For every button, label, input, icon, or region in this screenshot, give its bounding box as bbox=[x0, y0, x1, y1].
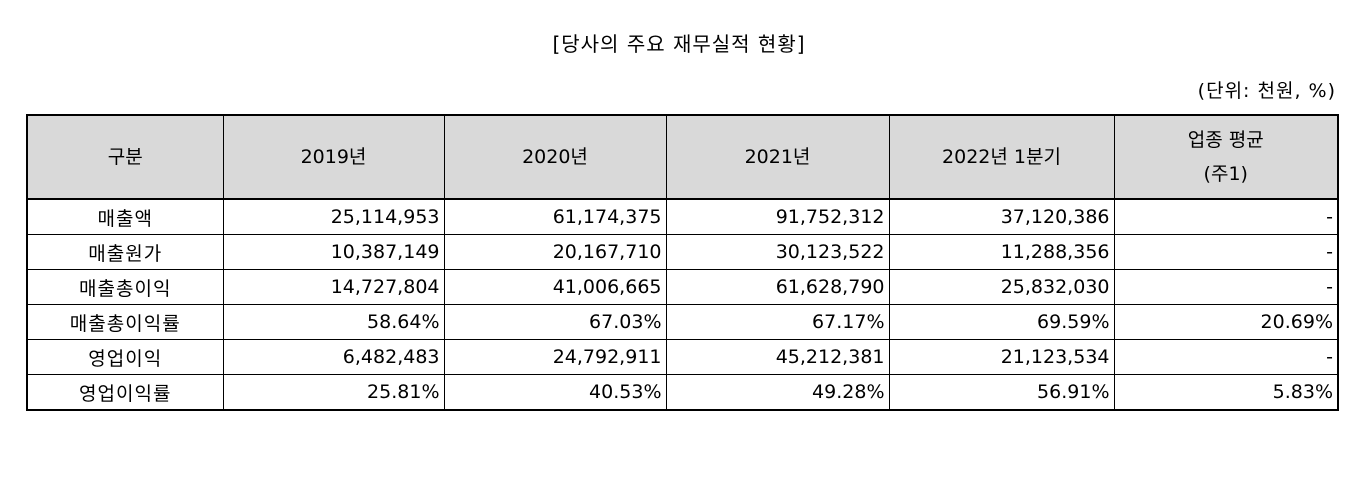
unit-note: (단위: 천원, %) bbox=[1197, 80, 1336, 102]
cell-2021: 67.17% bbox=[665, 304, 890, 340]
header-industry-average-line1: 업종 평균 bbox=[1187, 129, 1264, 151]
cell-2019: 10,387,149 bbox=[222, 234, 445, 270]
header-2022-q1: 2022년 1분기 bbox=[888, 114, 1115, 200]
cell-2021: 30,123,522 bbox=[665, 234, 890, 270]
header-2020: 2020년 bbox=[443, 114, 667, 200]
cell-industry-average: - bbox=[1113, 339, 1339, 375]
cell-2022-q1: 37,120,386 bbox=[888, 198, 1115, 235]
cell-2019: 25.81% bbox=[222, 374, 445, 411]
cell-2020: 67.03% bbox=[443, 304, 667, 340]
cell-2022-q1: 11,288,356 bbox=[888, 234, 1115, 270]
row-label: 영업이익률 bbox=[26, 374, 224, 411]
cell-industry-average: - bbox=[1113, 234, 1339, 270]
cell-2021: 49.28% bbox=[665, 374, 890, 411]
cell-2022-q1: 69.59% bbox=[888, 304, 1115, 340]
header-industry-average-line2: (주1) bbox=[1203, 163, 1248, 185]
table-row: 매출액 25,114,953 61,174,375 91,752,312 37,… bbox=[26, 198, 1339, 235]
cell-2020: 41,006,665 bbox=[443, 269, 667, 305]
cell-2019: 25,114,953 bbox=[222, 198, 445, 235]
cell-2022-q1: 25,832,030 bbox=[888, 269, 1115, 305]
page-title: [당사의 주요 재무실적 현황] bbox=[552, 32, 806, 56]
cell-2019: 58.64% bbox=[222, 304, 445, 340]
header-industry-average: 업종 평균 (주1) bbox=[1113, 114, 1339, 200]
table-row: 매출총이익률 58.64% 67.03% 67.17% 69.59% 20.69… bbox=[26, 304, 1339, 340]
table-row: 매출원가 10,387,149 20,167,710 30,123,522 11… bbox=[26, 234, 1339, 270]
cell-2020: 24,792,911 bbox=[443, 339, 667, 375]
cell-2021: 61,628,790 bbox=[665, 269, 890, 305]
header-2021: 2021년 bbox=[665, 114, 890, 200]
cell-2022-q1: 56.91% bbox=[888, 374, 1115, 411]
cell-industry-average: - bbox=[1113, 269, 1339, 305]
row-label: 영업이익 bbox=[26, 339, 224, 375]
row-label: 매출총이익 bbox=[26, 269, 224, 305]
table-row: 영업이익률 25.81% 40.53% 49.28% 56.91% 5.83% bbox=[26, 374, 1339, 411]
header-category: 구분 bbox=[26, 114, 224, 200]
row-label: 매출원가 bbox=[26, 234, 224, 270]
cell-industry-average: 20.69% bbox=[1113, 304, 1339, 340]
header-2019: 2019년 bbox=[222, 114, 445, 200]
cell-2020: 61,174,375 bbox=[443, 198, 667, 235]
cell-industry-average: 5.83% bbox=[1113, 374, 1339, 411]
row-label: 매출총이익률 bbox=[26, 304, 224, 340]
cell-industry-average: - bbox=[1113, 198, 1339, 235]
financial-results-table: 구분 2019년 2020년 2021년 2022년 1분기 업종 평균 (주1… bbox=[26, 114, 1339, 411]
cell-2019: 6,482,483 bbox=[222, 339, 445, 375]
cell-2020: 20,167,710 bbox=[443, 234, 667, 270]
cell-2021: 45,212,381 bbox=[665, 339, 890, 375]
table-row: 매출총이익 14,727,804 41,006,665 61,628,790 2… bbox=[26, 269, 1339, 305]
cell-2022-q1: 21,123,534 bbox=[888, 339, 1115, 375]
table-header-row: 구분 2019년 2020년 2021년 2022년 1분기 업종 평균 (주1… bbox=[26, 114, 1339, 200]
cell-2021: 91,752,312 bbox=[665, 198, 890, 235]
cell-2020: 40.53% bbox=[443, 374, 667, 411]
table-row: 영업이익 6,482,483 24,792,911 45,212,381 21,… bbox=[26, 339, 1339, 375]
row-label: 매출액 bbox=[26, 198, 224, 235]
cell-2019: 14,727,804 bbox=[222, 269, 445, 305]
